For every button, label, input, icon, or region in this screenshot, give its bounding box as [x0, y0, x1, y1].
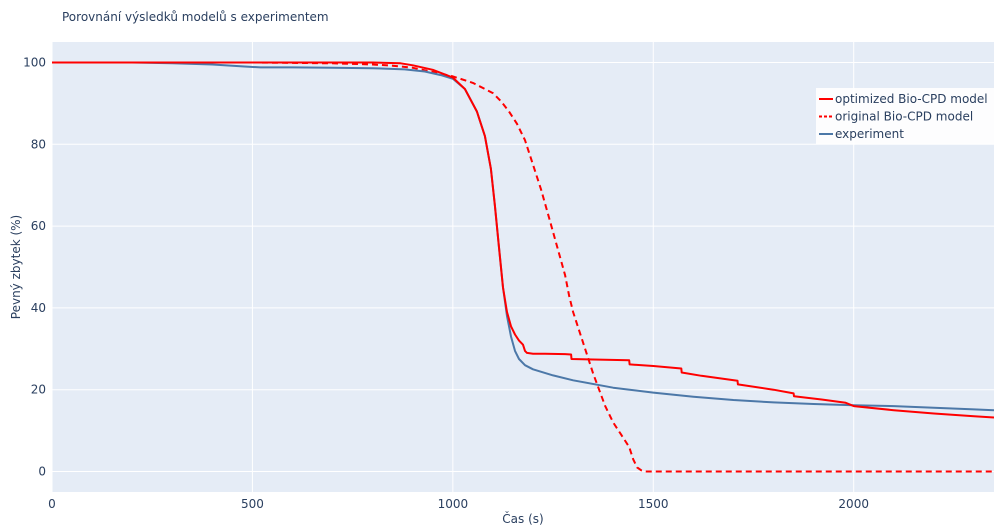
series-line-original-bio-cpd-model	[52, 61, 994, 473]
legend-item-label[interactable]: optimized Bio-CPD model	[835, 92, 988, 106]
y-tick-label: 60	[31, 219, 46, 233]
legend[interactable]: optimized Bio-CPD model original Bio-CPD …	[816, 88, 994, 144]
x-tick-label: 2000	[838, 497, 869, 511]
y-tick-label: 80	[31, 137, 46, 151]
x-tick-label: 1500	[638, 497, 669, 511]
legend-box	[816, 88, 994, 144]
legend-item-label[interactable]: original Bio-CPD model	[835, 110, 973, 124]
y-tick-label: 0	[38, 465, 46, 479]
grid-lines	[51, 42, 994, 492]
legend-item-label[interactable]: experiment	[835, 127, 904, 141]
series-layer	[52, 61, 994, 473]
y-tick-label: 20	[31, 383, 46, 397]
chart-title: Porovnání výsledků modelů s experimentem	[62, 10, 329, 24]
y-tick-label: 40	[31, 301, 46, 315]
y-tick-label: 100	[23, 55, 46, 69]
x-tick-label: 0	[48, 497, 56, 511]
x-tick-label: 1000	[438, 497, 469, 511]
x-tick-label: 500	[241, 497, 264, 511]
y-axis-title: Pevný zbytek (%)	[9, 215, 23, 319]
series-line-optimized-bio-cpd-model	[52, 61, 994, 419]
x-axis-title: Čas (s)	[502, 511, 543, 525]
